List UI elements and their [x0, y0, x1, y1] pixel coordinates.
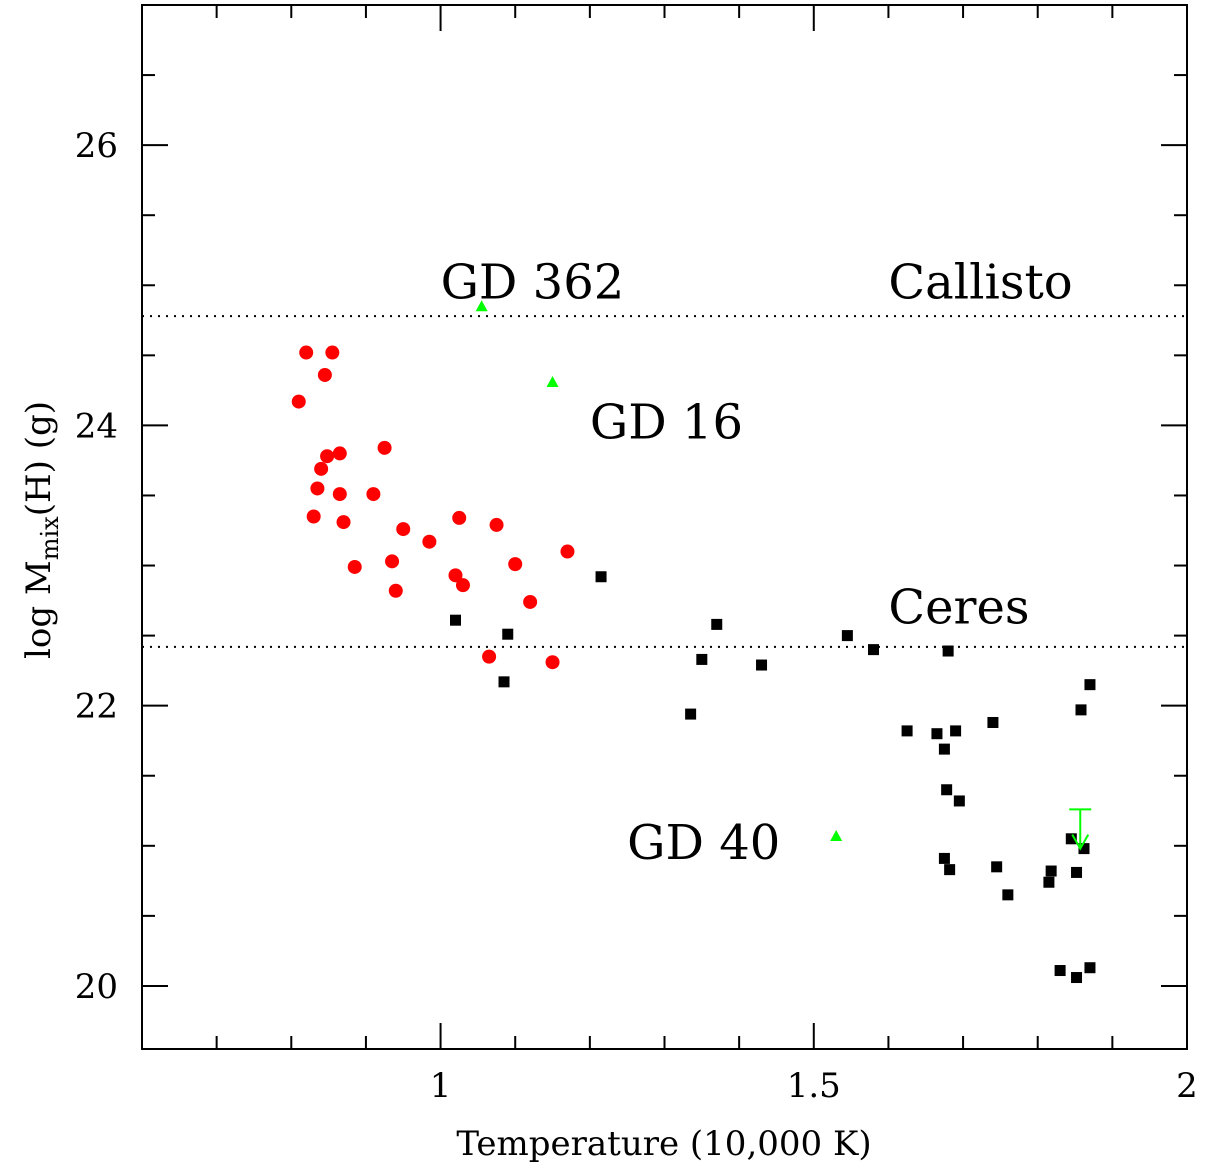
data-point-square: [1084, 679, 1096, 691]
data-marks: [291, 300, 1096, 984]
data-point-square: [841, 630, 853, 642]
data-point-circle: [320, 449, 335, 464]
data-point-circle: [336, 515, 351, 530]
data-point-square: [950, 725, 962, 737]
upper-limit-arrowhead: [1071, 834, 1090, 851]
data-point-square: [953, 795, 965, 807]
data-point-square: [942, 645, 954, 657]
data-point-circle: [306, 509, 321, 524]
data-point-circle: [325, 345, 340, 360]
data-point-square: [1043, 876, 1055, 888]
data-point-square: [498, 676, 510, 688]
data-point-square: [711, 618, 723, 630]
data-point-square: [941, 784, 953, 796]
y-tick-label: 24: [75, 406, 118, 446]
y-tick-label: 26: [75, 126, 118, 166]
data-point-square: [901, 725, 913, 737]
data-point-square: [1071, 866, 1083, 878]
data-point-circle: [545, 655, 560, 670]
data-point-circle: [508, 557, 523, 572]
data-point-circle: [455, 578, 470, 593]
y-axis-label-tail: (H) (g): [19, 401, 59, 516]
x-tick-label: 1.5: [787, 1066, 841, 1106]
data-point-square: [931, 728, 943, 740]
data-point-square: [938, 743, 950, 755]
gd40-label: GD 40: [627, 815, 780, 871]
data-point-square: [991, 861, 1003, 873]
y-axis-label-main: log M: [19, 560, 59, 659]
data-point-square: [450, 614, 461, 626]
data-point-square: [868, 644, 879, 656]
data-point-square: [1045, 865, 1057, 877]
data-point-square: [944, 864, 956, 876]
x-axis-label: Temperature (10,000 K): [456, 1124, 871, 1164]
data-point-square: [1065, 833, 1077, 845]
data-point-circle: [489, 517, 504, 532]
data-point-circle: [332, 446, 347, 461]
data-point-circle: [523, 594, 538, 609]
plot-frame: [141, 4, 1188, 1050]
gd362-label: GD 362: [441, 254, 625, 310]
data-point-square: [1071, 972, 1083, 984]
data-point-square: [987, 716, 999, 728]
reference-lines: [142, 315, 1187, 648]
axis-ticks: [142, 5, 1187, 1049]
data-point-circle: [482, 649, 497, 664]
data-point-circle: [452, 510, 467, 525]
data-point-square: [1084, 962, 1096, 974]
data-point-circle: [314, 461, 329, 476]
x-tick-label: 1: [430, 1066, 452, 1106]
ceres-label: Ceres: [888, 580, 1029, 636]
x-tick-label: 2: [1176, 1066, 1198, 1106]
y-axis-label-subscript: mix: [36, 516, 64, 560]
data-point-circle: [310, 481, 325, 496]
data-point-square: [938, 852, 950, 864]
data-point-circle: [448, 568, 463, 583]
y-axis-label: log Mmix(H) (g): [19, 401, 64, 659]
data-point-circle: [332, 487, 347, 502]
data-point-circle: [388, 583, 403, 598]
data-point-circle: [422, 534, 437, 549]
data-point-circle: [377, 440, 392, 455]
data-point-square: [1002, 889, 1014, 901]
callisto-label: Callisto: [888, 254, 1072, 310]
data-point-square: [685, 708, 697, 720]
data-point-square: [1078, 843, 1090, 855]
data-point-circle: [560, 544, 575, 559]
data-point-circle: [299, 345, 314, 360]
data-point-circle: [396, 522, 411, 537]
data-point-square: [1075, 704, 1087, 716]
data-point-square: [502, 628, 514, 640]
data-point-circle: [317, 367, 332, 382]
y-tick-label: 20: [75, 967, 118, 1007]
data-point-circle: [366, 487, 381, 502]
data-point-circle: [291, 394, 306, 409]
data-point-square: [1054, 965, 1066, 977]
data-point-square: [696, 653, 708, 665]
data-point-circle: [385, 554, 400, 569]
data-point-circle: [347, 559, 362, 574]
data-point-triangle: [475, 300, 488, 312]
data-point-square: [756, 659, 768, 671]
gd16-label: GD 16: [590, 395, 743, 451]
data-point-triangle: [830, 829, 843, 841]
tick-labels: 1 1.5 2 20 22 24 26: [75, 126, 1198, 1106]
data-point-triangle: [546, 375, 559, 387]
data-point-square: [595, 571, 607, 583]
y-tick-label: 22: [75, 687, 118, 727]
